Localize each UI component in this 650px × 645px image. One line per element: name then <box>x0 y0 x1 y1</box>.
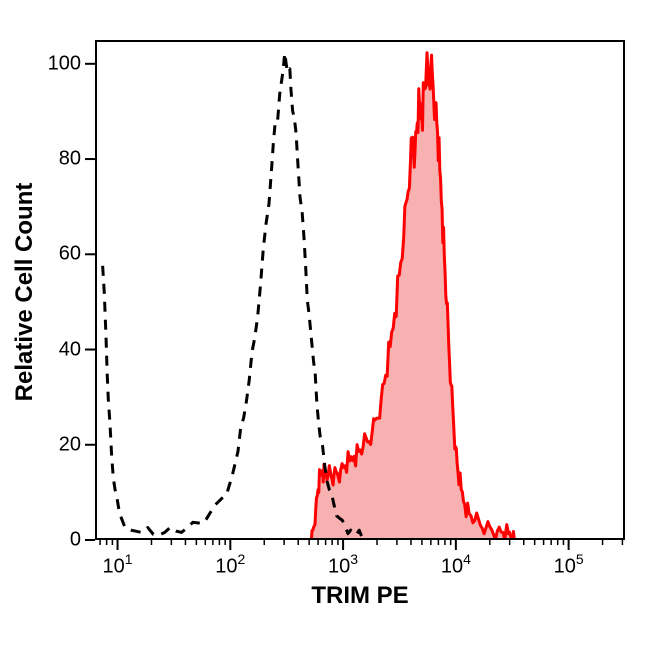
y-tick-label: 60 <box>59 243 81 266</box>
y-tick-label: 40 <box>59 338 81 361</box>
plot-canvas <box>97 42 625 540</box>
y-axis-label: Relative Cell Count <box>11 142 39 442</box>
x-axis-label: TRIM PE <box>311 582 408 610</box>
x-tick-label: 105 <box>554 552 584 579</box>
y-tick-label: 100 <box>48 52 81 75</box>
x-tick-label: 102 <box>215 552 245 579</box>
chart-container: Relative Cell Count TRIM PE 101 102 103 104… <box>0 0 650 645</box>
x-tick-label: 101 <box>103 552 133 579</box>
y-tick-label: 20 <box>59 433 81 456</box>
y-tick-label: 0 <box>70 529 81 552</box>
y-tick-label: 80 <box>59 148 81 171</box>
series-sample-red-filled <box>311 53 516 540</box>
x-tick-label: 104 <box>441 552 471 579</box>
x-tick-label: 103 <box>328 552 358 579</box>
plot-area <box>95 40 625 540</box>
